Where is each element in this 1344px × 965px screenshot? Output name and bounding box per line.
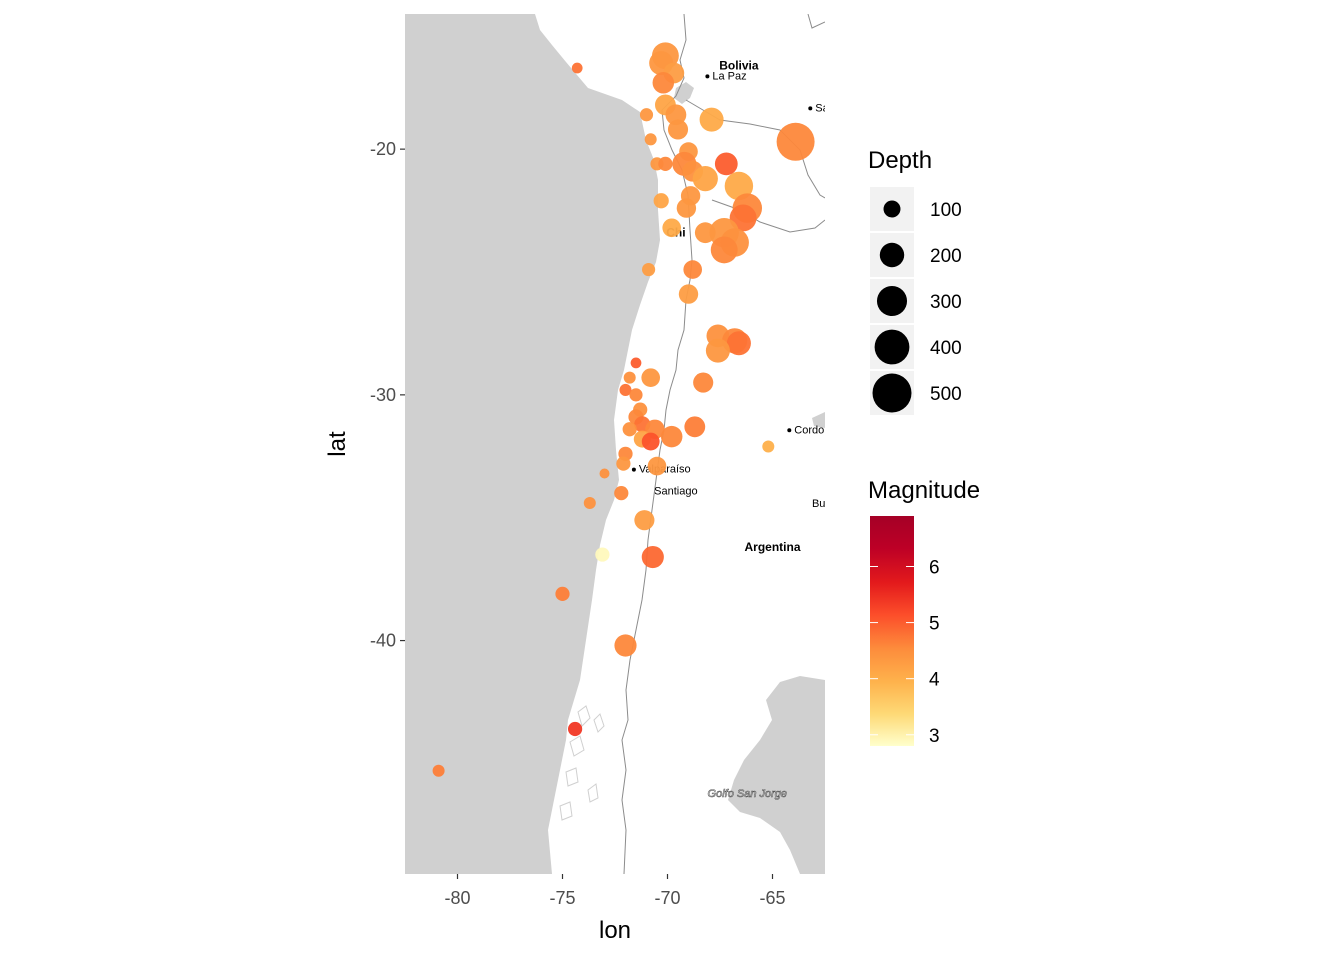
earthquake-point [683,260,703,279]
depth-legend-title: Depth [868,147,932,174]
map-place-label: La Paz [712,70,746,82]
earthquake-point [762,440,775,453]
earthquake-point [684,416,706,438]
magnitude-legend: Magnitude 3 4 5 6 [868,477,980,747]
earthquake-point [714,152,738,176]
earthquake-point [641,432,660,451]
map-place-label: Golfo San Jorge [708,788,788,800]
earthquake-point [658,156,673,171]
depth-legend-key-dot [879,242,905,268]
depth-legend-key-dot [883,200,901,218]
earthquake-point [667,119,689,140]
earthquake-point [555,586,570,601]
map-label-dot [705,74,710,79]
magnitude-legend-title: Magnitude [868,477,980,504]
map-place-label: Sa [815,102,829,114]
atlantic-coast [728,676,825,874]
x-axis: -80 -75 -70 -65 [444,874,786,908]
magnitude-legend-label: 4 [929,670,940,691]
depth-legend-label: 200 [930,246,962,267]
earthquake-point [699,107,724,132]
earthquake-point [614,634,637,657]
y-tick-label: -40 [370,631,396,651]
earthquake-point [641,368,661,387]
earthquake-point [641,545,664,569]
depth-legend-label: 500 [930,384,962,405]
earthquake-point [614,486,629,501]
earthquake-point [623,371,636,384]
earthquake-point [705,338,730,363]
earthquake-point [629,388,643,402]
x-tick-label: -65 [759,888,785,908]
earthquake-point [724,171,754,201]
earthquake-point [710,236,738,264]
earthquake-point [692,166,718,192]
rio-plata-estuary [812,412,825,428]
map-place-label: Bolivia [719,59,759,73]
y-axis-title: lat [324,431,351,457]
earthquake-point [693,372,714,393]
map-label-dot [808,106,813,111]
x-axis-title: lon [599,917,631,944]
depth-legend-key-dot [872,373,912,413]
map-label-dot [631,467,636,472]
depth-legend-key-dot [876,285,908,317]
earthquake-point [662,218,682,238]
earthquake-point [639,108,654,122]
earthquake-point [644,133,657,146]
y-tick-label: -30 [370,385,396,405]
earthquake-point [571,62,583,74]
earthquake-point [599,468,610,479]
depth-legend-label: 100 [930,200,962,221]
depth-legend-label: 400 [930,338,962,359]
earthquake-point [660,425,683,448]
depth-legend-keys: 100 200 300 400 500 [870,187,962,415]
y-tick-label: -20 [370,139,396,159]
magnitude-colorbar [870,516,914,746]
earthquake-point [653,193,669,209]
magnitude-legend-ticks: 3 4 5 6 [870,557,940,747]
earthquake-points [432,42,815,777]
chilean-fjord-islands [559,705,605,821]
earthquake-point [583,496,596,509]
x-tick-label: -75 [549,888,575,908]
magnitude-legend-label: 6 [929,557,940,578]
earthquake-point [652,72,675,94]
depth-legend: Depth 100 200 300 400 500 [868,147,962,415]
earthquake-point [630,357,642,369]
magnitude-legend-label: 5 [929,614,940,635]
map-label-dot [787,428,792,433]
earthquake-point [726,331,751,356]
earthquake-point [676,198,697,218]
titicaca-lake [674,82,694,104]
earthquake-point [634,510,655,531]
earthquake-point [619,383,632,396]
earthquake-point [776,122,815,161]
depth-legend-key-dot [874,329,910,365]
x-tick-label: -80 [444,888,470,908]
map-place-label: Cordo [794,424,824,436]
depth-legend-label: 300 [930,292,962,313]
earthquake-point [678,284,699,304]
earthquake-point [595,547,610,562]
earthquake-point [647,456,667,476]
earthquake-point [616,456,631,471]
magnitude-legend-label: 3 [929,726,940,747]
y-axis: -20 -30 -40 [370,139,405,651]
x-tick-label: -70 [654,888,680,908]
map-place-label: Argentina [744,540,800,554]
earthquake-point [642,262,656,277]
earthquake-point [432,764,445,777]
ocean-area [405,14,660,874]
map-place-label: Bu [812,498,825,510]
earthquake-point [622,422,637,437]
map-place-label: Santiago [654,486,697,498]
earthquake-point [567,721,583,737]
